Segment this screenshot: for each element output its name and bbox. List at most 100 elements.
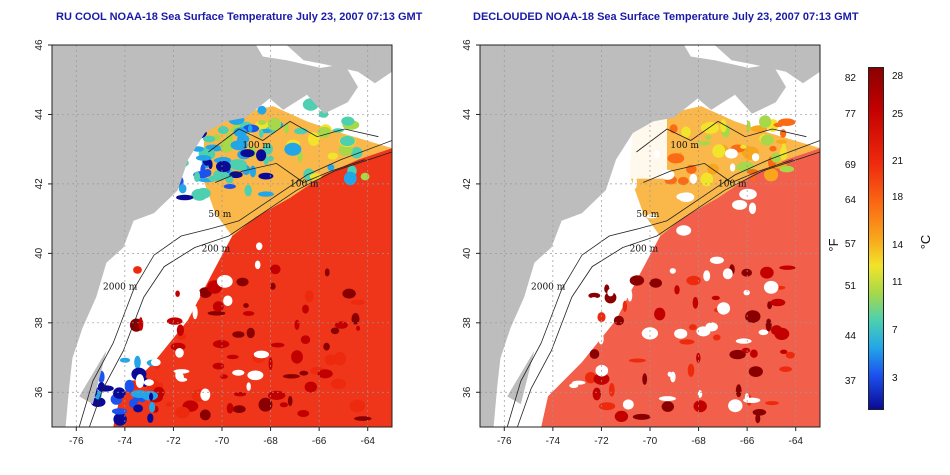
isobath-label-200m: 200 m [202,244,231,254]
longitude-tick-label: -72 [594,436,609,447]
cool-sst-patch [176,194,194,201]
warm-sst-patch [304,290,314,303]
cloud-patch [246,382,251,391]
cloud-patch [175,348,184,358]
latitude-tick-label: 36 [462,386,473,398]
cloud-patch [725,148,738,159]
warm-water-region [541,148,820,427]
warm-sst-patch [780,349,788,354]
cloud-patch [722,268,733,280]
warm-sst-patch [287,395,293,407]
fahrenheit-unit-label: °F [826,238,841,251]
celsius-tick-label: 25 [892,109,904,120]
cloud-patch [743,289,750,296]
shelf-sst-patch [681,126,691,138]
cloud-patch [632,176,637,189]
colorbar-labels: 82 77 69 64 57 51 44 37 28 25 21 18 14 1… [826,71,933,387]
shelf-sst-patch [700,172,714,187]
warm-sst-patch [589,349,600,359]
isobath-label-2000m: 2000 m [103,283,138,293]
shelf-sst-patch [327,152,338,160]
cool-sst-patch [191,188,208,201]
cool-sst-patch [257,191,274,197]
warm-sst-patch [323,342,330,351]
latitude-tick-label: 44 [462,108,473,120]
warm-sst-patch [270,264,281,275]
cloud-patch [588,226,601,239]
warm-sst-patch [300,335,311,344]
cloud-patch [253,350,270,359]
cool-sst-patch [133,404,143,413]
shelf-sst-patch [746,120,751,132]
cool-sst-patch [256,149,267,162]
warm-sst-patch [604,291,617,304]
latitude-tick-label: 42 [462,178,473,190]
cool-sst-patch [113,412,127,426]
warm-sst-patch [750,349,758,358]
shelf-sst-patch [307,132,320,146]
cool-sst-patch [113,387,126,399]
warm-sst-patch [232,331,245,338]
cloud-patch [548,347,556,358]
fahrenheit-tick-label: 44 [845,331,857,342]
isobath-contour [208,120,379,153]
cloud-patch [194,237,207,252]
temperature-colorbar [868,67,884,410]
warm-sst-patch [176,324,184,337]
warm-sst-patch [696,352,701,363]
warm-sst-patch [268,390,286,400]
shelf-sst-patch [764,168,779,182]
cloud-patch [192,305,198,320]
shelf-sst-patch [740,144,747,149]
warm-sst-patch [207,311,226,316]
warm-sst-patch [692,296,699,309]
cloud-patch [735,338,752,344]
warm-sst-patch [686,275,701,286]
warm-sst-patch [138,317,144,331]
cloud-patch [758,329,769,336]
cloud-patch [748,202,757,214]
longitude-tick-label: -66 [312,436,327,447]
warm-sst-patch [632,413,651,420]
isobath-contour [506,140,821,428]
fahrenheit-tick-label: 57 [845,239,857,250]
cool-sst-patch [258,172,274,180]
latitude-tick-label: 46 [462,39,473,51]
warm-sst-patch [258,397,273,412]
warm-sst-patch [330,327,340,335]
warm-sst-patch [588,292,601,299]
cloud-patch [153,240,162,250]
cloud-patch [572,287,584,296]
isobath-label-100m: 100 m [290,179,319,189]
cool-sst-patch [204,169,212,177]
cloud-patch [144,291,153,305]
cool-sst-patch [149,392,154,401]
isobath-contour [89,151,393,428]
shelf-sst-patch [327,163,335,171]
warm-sst-patch [613,315,624,326]
warm-sst-patch [324,354,337,366]
warm-sst-patch [622,300,628,312]
warm-sst-patch [166,317,183,325]
shelf-sst-patch [776,139,788,144]
cloud-patch [689,173,698,184]
cloud-patch [627,289,633,302]
cloud-patch [744,393,749,403]
cloud-patch [126,352,136,359]
shelf-sst-patch [760,134,774,146]
cloud-patch [140,298,146,308]
longitude-tick-label: -64 [360,436,375,447]
warm-sst-patch [302,304,309,314]
warm-sst-patch [649,278,662,288]
shelf-sst-patch [338,144,353,156]
celsius-tick-label: 3 [892,373,898,384]
cloud-patch [179,373,184,382]
warm-sst-patch [212,340,230,349]
warm-sst-patch [133,266,142,274]
longitude-tick-label: -68 [263,436,278,447]
cloud-patch [135,339,145,345]
cloud-patch [674,328,688,339]
cloud-patch [645,214,658,219]
warm-sst-patch [629,275,645,286]
warm-sst-patch [592,387,601,401]
